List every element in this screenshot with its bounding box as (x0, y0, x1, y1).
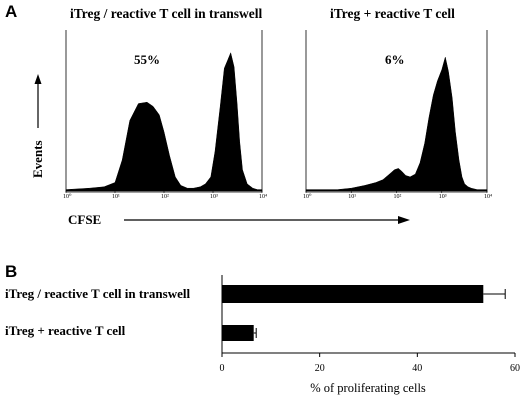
histogram-right-percent: 6% (385, 52, 405, 67)
histogram-left-area (66, 53, 262, 191)
bar-x-axis-label: % of proliferating cells (310, 381, 426, 395)
x-tick-label: 10⁴ (484, 194, 492, 200)
histogram-right-title: iTreg + reactive T cell (330, 6, 455, 21)
y-axis-arrow (35, 74, 42, 128)
x-tick-label: 10³ (210, 194, 218, 200)
x-tick-label: 10⁴ (259, 194, 267, 200)
x-tick-label: 10¹ (348, 194, 356, 200)
bar (222, 325, 254, 341)
bar-x-ticks: 0 20 40 60 (220, 353, 520, 374)
panel-b-letter: B (5, 262, 17, 281)
y-axis-label: Events (30, 140, 45, 178)
x-tick-label: 10² (394, 194, 402, 200)
bar-x-tick-label: 60 (510, 363, 520, 374)
bar-category-label: iTreg + reactive T cell (5, 323, 126, 338)
bar (222, 285, 483, 303)
histogram-right-area (306, 57, 487, 191)
x-tick-label: 10¹ (112, 194, 120, 200)
x-tick-label: 10⁰ (63, 193, 72, 200)
bar-x-tick-label: 40 (412, 363, 422, 374)
x-tick-label: 10³ (439, 194, 447, 200)
error-bar (254, 328, 257, 338)
x-tick-label: 10⁰ (303, 193, 312, 200)
panel-a-letter: A (5, 2, 17, 21)
bar-x-tick-label: 20 (315, 363, 325, 374)
bar-category-label: iTreg / reactive T cell in transwell (5, 286, 190, 301)
x-tick-label: 10² (161, 194, 169, 200)
x-axis-label: CFSE (68, 212, 101, 227)
bar-x-tick-label: 0 (220, 363, 225, 374)
histogram-left-title: iTreg / reactive T cell in transwell (70, 6, 262, 21)
error-bar (483, 289, 505, 299)
histogram-left-percent: 55% (134, 52, 160, 67)
bar-series (222, 285, 505, 341)
x-axis-arrow (124, 216, 410, 224)
